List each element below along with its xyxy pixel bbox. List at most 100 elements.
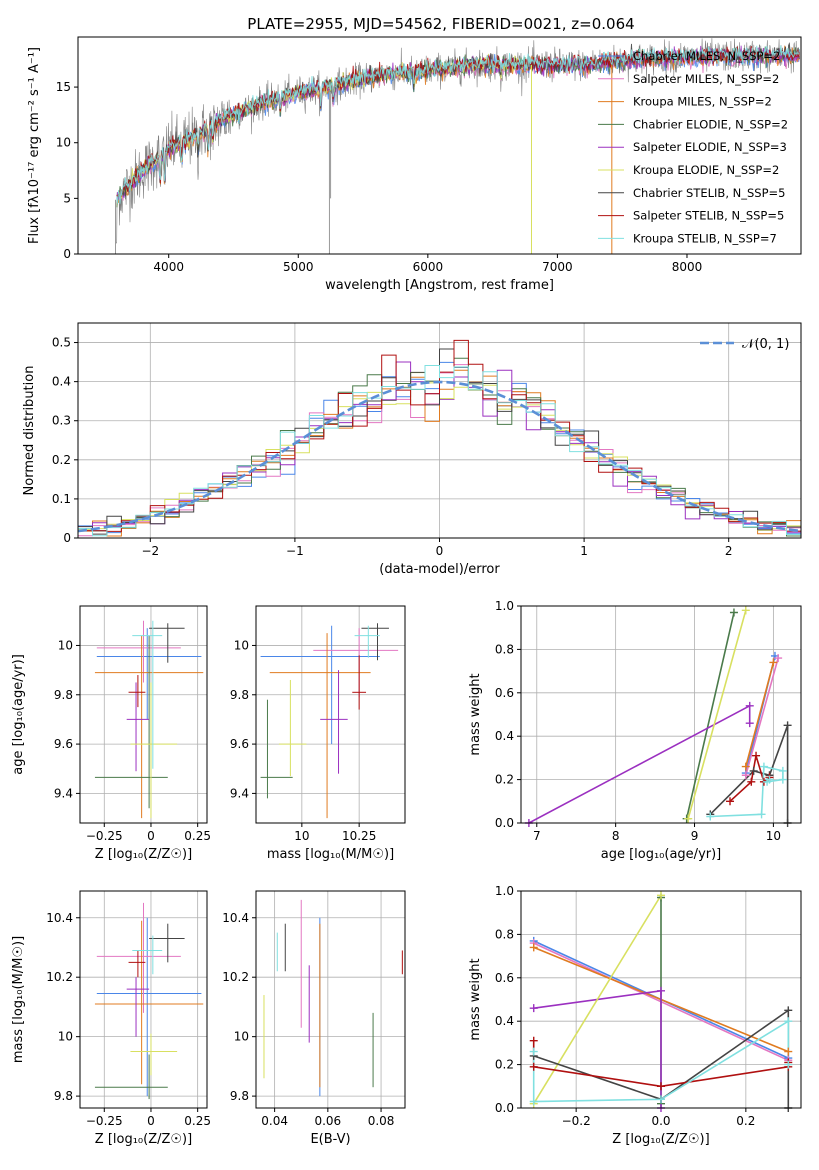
weight-marker xyxy=(726,797,735,806)
weight-marker xyxy=(529,1036,538,1045)
y-tick-label: 9.8 xyxy=(54,688,73,702)
x-tick-label: 0.2 xyxy=(736,1114,755,1128)
x-tick-label: 7 xyxy=(533,829,541,843)
weight-marker xyxy=(706,812,715,821)
y-axis-label: mass weight xyxy=(468,958,483,1040)
weight-marker xyxy=(729,608,738,617)
legend-entry: 𝒩(0, 1) xyxy=(742,337,789,352)
plot-area xyxy=(260,623,399,819)
plot-frame xyxy=(79,605,208,824)
y-tick-label: 10 xyxy=(58,1030,73,1044)
x-tick-label: 5000 xyxy=(283,260,314,274)
y-tick-label: 0.0 xyxy=(495,1101,514,1115)
y-tick-label: 9.6 xyxy=(54,737,73,751)
legend-entry: Chabrier MILES, N_SSP=2 xyxy=(633,49,780,63)
plot-frame xyxy=(520,605,802,824)
weight-marker xyxy=(769,658,778,667)
y-axis-label: Normed distribution xyxy=(22,366,37,496)
weight-line xyxy=(687,610,747,819)
y-tick-label: 0.4 xyxy=(495,729,514,743)
weight-line xyxy=(709,725,789,823)
plot-area xyxy=(115,38,800,254)
y-tick-label: 0.1 xyxy=(52,492,71,506)
y-tick-label: 9.8 xyxy=(54,1089,73,1103)
plot-area xyxy=(263,899,403,1097)
weight-marker xyxy=(784,1060,793,1069)
figure-title: PLATE=2955, MJD=54562, FIBERID=0021, z=0… xyxy=(247,15,634,33)
histogram-step xyxy=(78,365,801,537)
weight-marker xyxy=(741,771,750,780)
mass-vs-extinction-panel: 0.04 0.06 0.08 9.8 10 10.2 10.4 E(B-V) xyxy=(222,890,406,1147)
y-tick-label: 0.6 xyxy=(495,686,514,700)
y-tick-label: 10 xyxy=(234,638,249,652)
x-axis-label: wavelength [Angstrom, rest frame] xyxy=(325,278,554,293)
weight-marker xyxy=(778,775,787,784)
y-tick-label: 10.4 xyxy=(46,911,73,925)
weight-marker xyxy=(529,1062,538,1071)
weight-marker xyxy=(741,606,750,615)
x-axis-label: age [log₁₀(age/yr)] xyxy=(601,847,722,862)
x-axis-label: (data-model)/error xyxy=(379,562,500,577)
model-spectrum-line xyxy=(116,45,800,204)
weight-marker xyxy=(778,766,787,775)
legend-entry: Salpeter STELIB, N_SSP=5 xyxy=(633,209,784,223)
legend-entry: Chabrier ELODIE, N_SSP=2 xyxy=(633,117,788,131)
x-tick-label: 1 xyxy=(580,544,588,558)
x-axis-label: Z [log₁₀(Z/Z☉)] xyxy=(95,1132,192,1147)
y-tick-label: 1.0 xyxy=(495,884,514,898)
plot-area xyxy=(532,894,790,1108)
y-tick-label: 9.4 xyxy=(230,786,249,800)
weight-marker xyxy=(741,762,750,771)
y-tick-label: 1.0 xyxy=(495,599,514,613)
weight-marker xyxy=(752,751,761,760)
weight-marker xyxy=(745,719,754,728)
model-spectrum-line xyxy=(116,45,800,200)
y-axis-label: mass [log₁₀(M/M☉)] xyxy=(11,936,26,1063)
weight-line xyxy=(528,704,751,823)
plot-area xyxy=(528,610,789,823)
x-tick-label: 0 xyxy=(436,544,444,558)
legend-entry: Chabrier STELIB, N_SSP=5 xyxy=(633,186,785,200)
y-tick-label: 0 xyxy=(63,531,71,545)
weight-marker xyxy=(657,891,665,900)
weight-vs-metallicity-panel: −0.2 0.0 0.2 0.0 0.2 0.4 0.6 0.8 1.0 Z [log₁₀(Z/Z… xyxy=(468,884,802,1147)
weight-marker xyxy=(529,1004,538,1013)
y-tick-label: 9.6 xyxy=(230,737,249,751)
x-tick-label: −1 xyxy=(286,544,304,558)
residual-histogram-panel: −2 −1 0 1 2 0 0.1 0.2 0.3 0.4 0.5 (data-model)/erro… xyxy=(22,322,802,577)
weight-marker xyxy=(529,943,538,952)
plot-frame xyxy=(255,605,406,824)
legend-entry: Kroupa ELODIE, N_SSP=2 xyxy=(633,163,779,177)
y-tick-label: 0.0 xyxy=(495,816,514,830)
plot-frame xyxy=(77,322,802,539)
x-tick-label: −0.2 xyxy=(562,1114,591,1128)
weight-marker xyxy=(783,721,792,730)
spectrum-panel: 4000 5000 6000 7000 8000 0 5 10 15 wavelength [An… xyxy=(27,36,802,293)
x-tick-label: 10.25 xyxy=(342,829,376,843)
x-tick-label: −0.25 xyxy=(86,1114,123,1128)
weight-marker xyxy=(784,1047,793,1056)
age-vs-mass-panel: 10 10.25 9.4 9.6 9.8 10 mass [log₁₀(M/M☉)] xyxy=(230,605,406,862)
x-tick-label: 10 xyxy=(294,829,309,843)
x-axis-label: E(B-V) xyxy=(310,1132,350,1147)
y-tick-label: 10.4 xyxy=(222,911,249,925)
y-tick-label: 10 xyxy=(58,638,73,652)
y-tick-label: 0.6 xyxy=(495,971,514,985)
x-tick-label: 0.25 xyxy=(184,1114,211,1128)
y-tick-label: 0.2 xyxy=(495,773,514,787)
x-tick-label: 0.25 xyxy=(184,829,211,843)
plot-frame xyxy=(520,890,802,1109)
x-tick-label: 2 xyxy=(725,544,733,558)
y-tick-label: 10 xyxy=(56,136,71,150)
x-tick-label: 6000 xyxy=(413,260,444,274)
weight-line xyxy=(745,662,775,767)
weight-marker xyxy=(749,766,758,775)
y-tick-label: 10.2 xyxy=(46,970,73,984)
x-tick-label: 9 xyxy=(691,829,699,843)
weight-marker xyxy=(765,775,774,784)
y-tick-label: 0.2 xyxy=(52,453,71,467)
x-tick-label: 0.06 xyxy=(314,1114,341,1128)
weight-marker xyxy=(684,814,693,823)
y-tick-label: 15 xyxy=(56,80,71,94)
